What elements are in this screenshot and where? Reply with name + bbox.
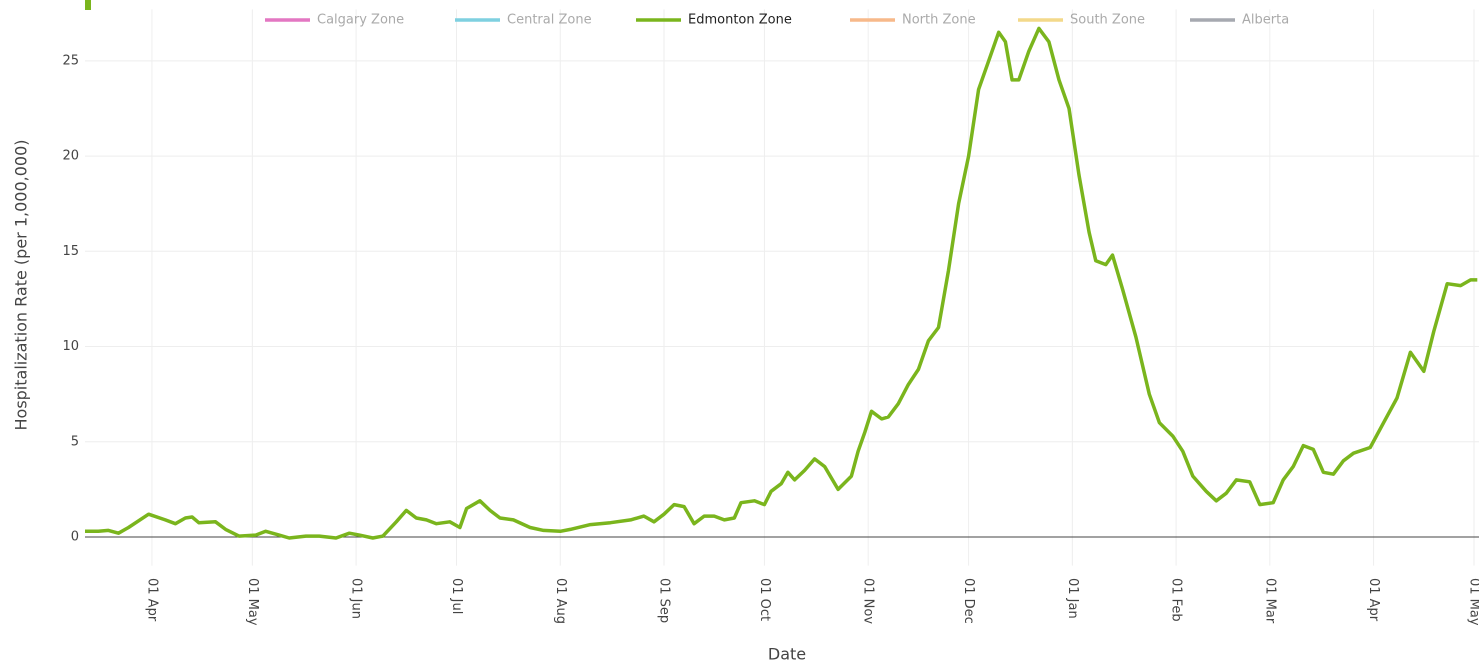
x-tick-label: 01 Sep (657, 578, 672, 623)
y-tick-label: 20 (62, 149, 79, 164)
y-tick-label: 0 (71, 530, 79, 545)
legend-label: Alberta (1242, 13, 1289, 28)
y-tick-label: 15 (62, 244, 79, 259)
corner-decoration (85, 0, 91, 10)
legend-label: South Zone (1070, 13, 1145, 28)
x-tick-label: 01 Dec (961, 578, 976, 624)
x-tick-label: 01 Oct (757, 578, 772, 621)
data-line (85, 26, 1478, 540)
y-tick-label: 10 (62, 339, 79, 354)
y-axis-label: Hospitalization Rate (per 1,000,000) (12, 139, 31, 430)
x-tick-label: 01 May (1466, 578, 1479, 626)
y-tick-label: 5 (71, 434, 79, 449)
legend-label: Calgary Zone (317, 13, 404, 28)
x-tick-label: 01 Feb (1169, 578, 1184, 622)
x-tick-label: 01 Mar (1262, 578, 1277, 624)
x-tick-label: 01 Jun (349, 578, 364, 619)
x-tick-label: 01 Jan (1065, 578, 1080, 619)
x-tick-label: 01 Apr (144, 578, 159, 622)
x-tick-label: 01 Nov (861, 578, 876, 624)
y-tick-label: 25 (62, 53, 79, 68)
x-tick-label: 01 May (245, 578, 260, 626)
legend-label: North Zone (902, 13, 976, 28)
x-axis-label: Date (768, 645, 806, 664)
x-tick-label: 01 Jul (449, 578, 464, 614)
x-tick-label: 01 Aug (553, 578, 568, 624)
legend-label: Edmonton Zone (688, 13, 792, 28)
legend-label: Central Zone (507, 13, 592, 28)
x-tick-label: 01 Apr (1366, 578, 1381, 622)
